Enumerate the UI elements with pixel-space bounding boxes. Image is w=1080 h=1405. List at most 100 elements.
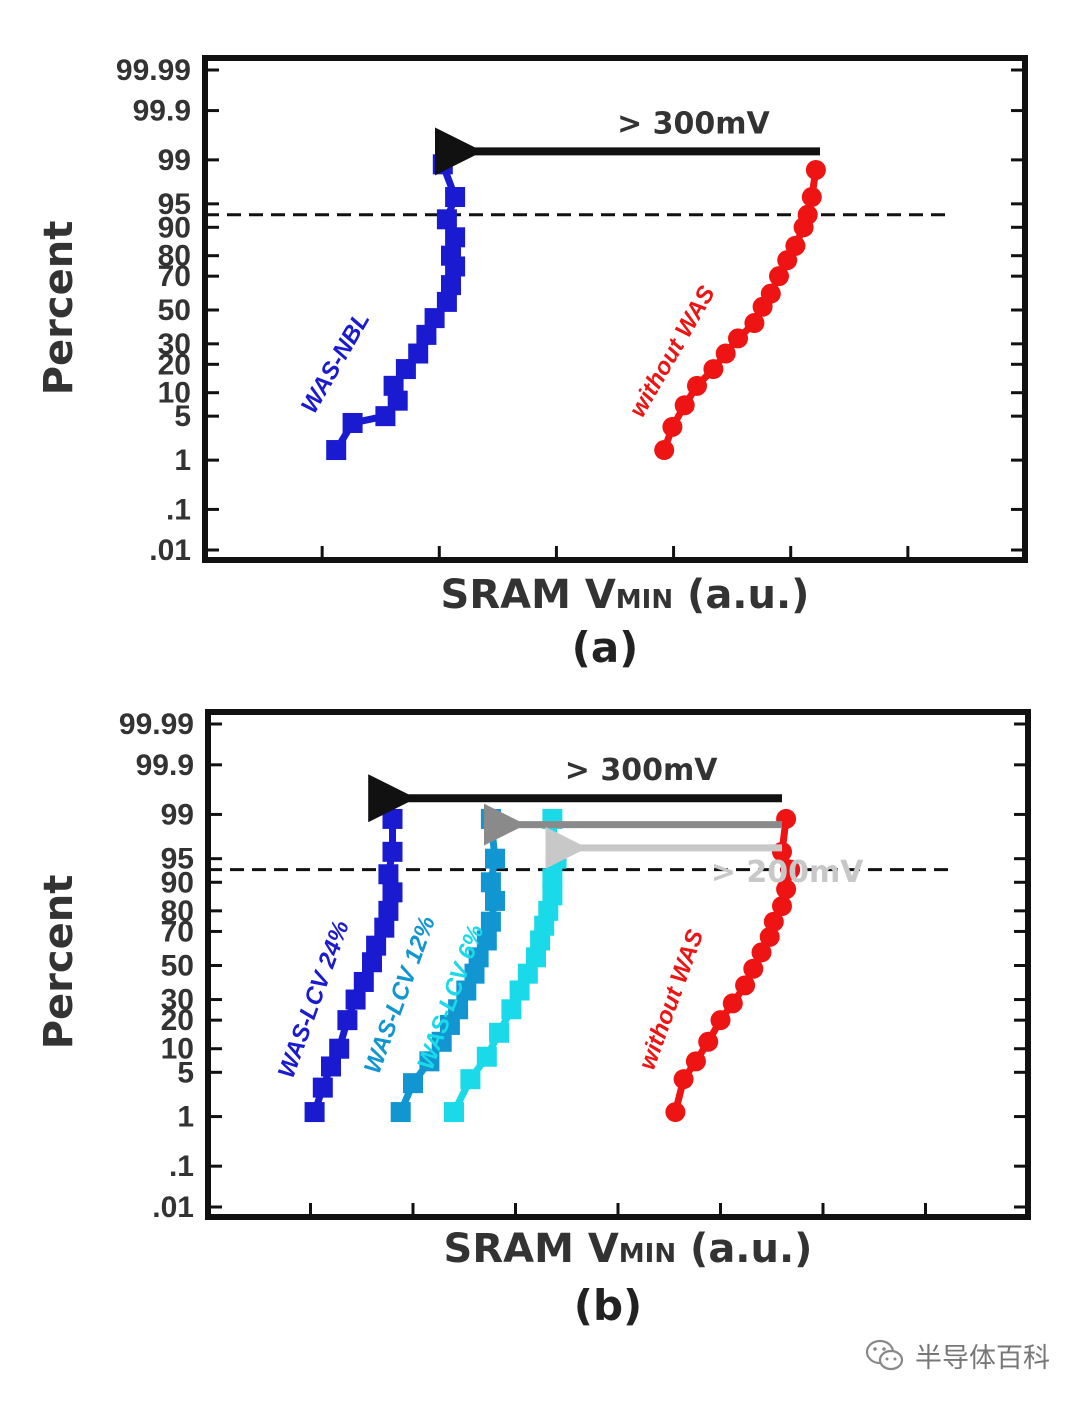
series-label: WAS-NBL	[296, 307, 375, 417]
x-axis-title: SRAM VMIN (a.u.)	[441, 572, 810, 618]
data-point	[312, 1077, 333, 1098]
data-point	[509, 980, 530, 1001]
data-point	[444, 1102, 464, 1123]
data-point	[797, 204, 818, 225]
shift-label: > 300mV	[565, 753, 718, 788]
data-point	[526, 947, 546, 968]
y-tick-label: 99	[158, 144, 191, 177]
y-tick-label: .1	[166, 493, 191, 526]
data-point	[445, 187, 466, 208]
y-tick-label: 30	[161, 984, 194, 1017]
series-label: without WAS	[624, 281, 721, 421]
data-point	[485, 848, 505, 869]
data-point	[805, 159, 826, 180]
data-point	[763, 911, 784, 932]
series-label: without WAS	[634, 926, 710, 1073]
y-tick-label: 50	[158, 294, 191, 327]
data-point	[304, 1102, 325, 1123]
data-point	[685, 1051, 706, 1072]
data-point	[342, 412, 363, 433]
y-tick-label: 99	[161, 798, 194, 831]
data-point	[501, 999, 522, 1020]
panel-label: (a)	[572, 623, 639, 672]
panel-label: (b)	[574, 1281, 642, 1330]
data-point	[408, 343, 429, 364]
data-point	[728, 328, 748, 349]
data-point	[703, 359, 724, 380]
data-point	[337, 1010, 358, 1031]
data-point	[476, 1046, 497, 1067]
data-point	[366, 935, 387, 956]
y-tick-label: 70	[158, 260, 191, 293]
data-point	[362, 952, 382, 973]
y-axis-title: Percent	[36, 875, 82, 1050]
data-point	[542, 885, 563, 906]
data-point	[383, 375, 404, 396]
y-tick-label: .1	[169, 1150, 194, 1183]
data-point	[480, 872, 501, 893]
data-point	[448, 999, 469, 1020]
y-tick-label: 10	[158, 377, 191, 410]
data-point	[751, 942, 772, 963]
data-point	[698, 1031, 719, 1052]
x-axis-title-main: SRAM V	[444, 1226, 619, 1272]
plot-frame	[202, 55, 1028, 563]
data-point	[464, 963, 485, 984]
data-point	[431, 1031, 452, 1052]
shift-label: > 300mV	[617, 106, 770, 141]
data-point	[674, 395, 695, 416]
y-axis-title: Percent	[36, 221, 82, 396]
data-point	[776, 879, 797, 900]
x-axis-title: SRAM VMIN (a.u.)	[444, 1226, 813, 1272]
data-point	[403, 1073, 423, 1094]
data-point	[382, 841, 403, 862]
data-point	[480, 808, 501, 829]
x-axis-title-main: SRAM V	[441, 572, 616, 618]
data-point	[382, 808, 403, 829]
y-tick-label: 1	[174, 444, 191, 477]
data-point	[441, 275, 461, 296]
x-axis-title-unit: (a.u.)	[676, 1226, 812, 1272]
data-point	[390, 1102, 411, 1123]
y-tick-label: 20	[158, 348, 191, 381]
x-axis-title-unit: (a.u.)	[673, 572, 809, 618]
data-point	[439, 1014, 460, 1035]
data-point	[345, 989, 366, 1010]
shift-label: > 200mV	[711, 855, 864, 890]
y-tick-label: 99.9	[133, 95, 191, 128]
data-point	[489, 1022, 510, 1043]
data-point	[715, 343, 736, 364]
data-point	[662, 416, 683, 437]
chart-panel-b: 99.9999.999959080705030201051.1.01WAS-LC…	[36, 708, 1031, 1330]
data-point	[436, 209, 457, 230]
data-point	[744, 313, 765, 334]
y-tick-label: 90	[161, 866, 194, 899]
y-tick-label: 95	[161, 843, 194, 876]
watermark: 半导体百科	[865, 1336, 1050, 1375]
data-point	[382, 882, 403, 903]
data-point	[687, 375, 707, 396]
data-point	[378, 900, 399, 921]
data-point	[769, 266, 789, 287]
data-point	[710, 1010, 731, 1031]
data-point	[456, 980, 477, 1001]
data-point	[375, 406, 396, 427]
data-point	[378, 864, 399, 885]
y-tick-label: 95	[158, 188, 191, 221]
data-point	[476, 930, 497, 951]
y-tick-label: 99.99	[119, 708, 194, 741]
data-point	[353, 971, 374, 992]
y-tick-label: 99.99	[116, 54, 191, 87]
data-point	[326, 440, 347, 461]
y-tick-label: 5	[177, 1056, 194, 1089]
data-point	[321, 1056, 341, 1077]
data-point	[441, 245, 461, 266]
y-tick-label: 10	[161, 1033, 194, 1066]
data-point	[654, 440, 675, 461]
x-axis-title-sub: MIN	[616, 585, 673, 615]
data-point	[673, 1069, 694, 1090]
data-point	[743, 958, 764, 979]
data-point	[735, 975, 756, 996]
